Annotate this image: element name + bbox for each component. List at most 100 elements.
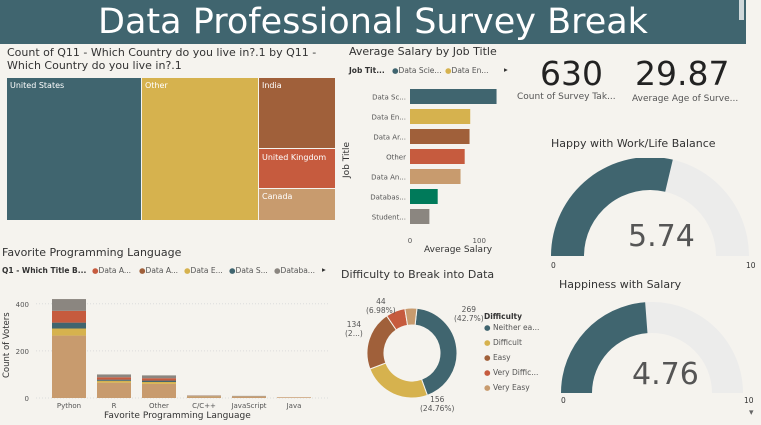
donut-slice	[369, 362, 429, 399]
salary-legend-title: Job Tit...	[349, 66, 385, 75]
lang-bar-segment	[232, 396, 266, 398]
legend-dot-icon: ●	[484, 338, 491, 347]
lang-bar-segment	[97, 382, 131, 398]
lang-legend-item: ●Databa...	[274, 266, 315, 275]
legend-dot-icon: ●	[484, 323, 491, 332]
gauge-fill	[561, 302, 648, 393]
gauge-salary-max: 10	[744, 396, 754, 405]
gauge-worklife	[551, 158, 749, 256]
difficulty-legend-item: ● Neither ea...	[484, 323, 540, 332]
gauge-worklife-title: Happy with Work/Life Balance	[551, 137, 716, 150]
difficulty-legend-item: ● Very Easy	[484, 383, 530, 392]
lang-x-tick: Python	[57, 402, 81, 410]
scrollbar-thumb[interactable]	[739, 0, 744, 20]
salary-y-axis-title: Job Title	[342, 141, 352, 178]
gauge-salary-min: 0	[561, 396, 566, 405]
lang-bar-segment	[52, 328, 86, 336]
lang-y-tick: 0	[25, 395, 29, 403]
lang-bar-segment	[52, 310, 86, 323]
lang-bar-segment	[97, 379, 131, 381]
treemap-label: Other	[145, 81, 168, 90]
donut-callout-difficult: 156 (24.76%)	[420, 395, 455, 413]
donut-callout-easy: 134 (2...)	[345, 320, 363, 338]
salary-bar	[410, 189, 438, 204]
salary-legend-item: ●Data En...	[445, 66, 489, 75]
salary-chart-title: Average Salary by Job Title	[349, 45, 497, 58]
gauge-salary-value: 4.76	[632, 357, 699, 392]
lang-legend-item: ●Data A...	[139, 266, 178, 275]
lang-bar-segment	[97, 380, 131, 383]
kpi-age-label: Average Age of Surve...	[632, 94, 739, 104]
difficulty-legend-item: ● Very Diffic...	[484, 368, 539, 377]
lang-bar-segment	[97, 377, 131, 380]
scroll-down-icon[interactable]: ▾	[749, 408, 754, 418]
treemap-label: United States	[10, 81, 65, 90]
legend-dot-icon: ●	[484, 353, 491, 362]
page-title: Data Professional Survey Break	[98, 2, 648, 42]
gauge-salary-title: Happiness with Salary	[559, 278, 682, 291]
treemap-title-line2: Which Country do you live in?.1	[7, 59, 182, 72]
lang-bar-segment	[52, 299, 86, 311]
legend-dot-icon: ●	[274, 266, 281, 275]
donut-callout-very-difficult: 44 (6.98%)	[366, 297, 396, 315]
lang-bar-segment	[97, 374, 131, 378]
lang-bar-segment	[52, 335, 86, 398]
treemap-tile-united-states[interactable]: United States	[7, 78, 141, 220]
lang-stacked-bar-chart: 0 200 400 Python R Other C/C++ JavaScript Java	[16, 299, 330, 410]
lang-x-tick: Other	[149, 402, 169, 410]
salary-bar	[410, 129, 470, 144]
legend-next-icon[interactable]: ▸	[504, 65, 508, 74]
lang-bar-segment	[52, 322, 86, 329]
lang-legend-title: Q1 - Which Title B...	[2, 266, 87, 275]
treemap-tile-india[interactable]: India	[259, 78, 335, 148]
lang-bar-segment	[142, 381, 176, 384]
lang-x-tick: JavaScript	[230, 402, 266, 410]
lang-legend-item: ●Data S...	[229, 266, 268, 275]
salary-x-tick: 100	[473, 237, 486, 245]
legend-next-icon[interactable]: ▸	[322, 265, 326, 274]
lang-legend-item: ●Data A...	[92, 266, 131, 275]
lang-x-tick: R	[112, 402, 117, 410]
salary-legend-item: ●Data Scie...	[392, 66, 442, 75]
salary-category-label: Databas...	[370, 194, 406, 202]
difficulty-legend-item: ● Difficult	[484, 338, 522, 347]
legend-dot-icon: ●	[484, 383, 491, 392]
salary-category-label: Data An...	[371, 174, 406, 182]
salary-category-label: Data Sc...	[372, 94, 406, 102]
lang-y-axis-title: Count of Voters	[2, 312, 12, 378]
lang-bar-segment	[142, 380, 176, 382]
legend-dot-icon: ●	[484, 368, 491, 377]
salary-category-label: Other	[386, 154, 406, 162]
treemap-tile-united-kingdom[interactable]: United Kingdom	[259, 149, 335, 188]
kpi-age-value: 29.87	[635, 54, 730, 93]
legend-dot-icon: ●	[229, 266, 236, 275]
treemap-label: Canada	[262, 192, 293, 201]
salary-bar-chart: Data Sc... Data En... Data Ar... Other Data …	[370, 89, 497, 245]
treemap-label: India	[262, 81, 282, 90]
donut-callout-neither: 269 (42.7%)	[454, 305, 484, 323]
lang-bar-segment	[142, 383, 176, 398]
treemap-tile-other[interactable]: Other	[142, 78, 258, 220]
difficulty-chart-title: Difficulty to Break into Data	[341, 268, 495, 281]
lang-bar-segment	[142, 378, 176, 381]
lang-bar-segment	[187, 396, 221, 398]
lang-x-tick: Java	[286, 402, 302, 410]
salary-bar	[410, 169, 461, 184]
salary-bar	[410, 209, 430, 224]
legend-dot-icon: ●	[92, 266, 99, 275]
gauge-worklife-min: 0	[551, 261, 556, 270]
treemap-label: United Kingdom	[262, 153, 327, 162]
gauge-fill	[551, 158, 673, 256]
lang-bar-segment	[277, 397, 311, 398]
difficulty-legend-item: ● Easy	[484, 353, 511, 362]
salary-bar	[410, 109, 471, 124]
kpi-count-label: Count of Survey Tak...	[517, 92, 616, 102]
salary-x-tick: 0	[408, 237, 412, 245]
gauge-worklife-max: 10	[746, 261, 756, 270]
lang-x-axis-title: Favorite Programming Language	[104, 411, 251, 421]
lang-legend-item: ●Data E...	[184, 266, 223, 275]
salary-category-label: Student...	[372, 214, 406, 222]
treemap-tile-canada[interactable]: Canada	[259, 189, 335, 220]
difficulty-legend-title: Difficulty	[484, 312, 522, 321]
salary-bar	[410, 89, 497, 104]
